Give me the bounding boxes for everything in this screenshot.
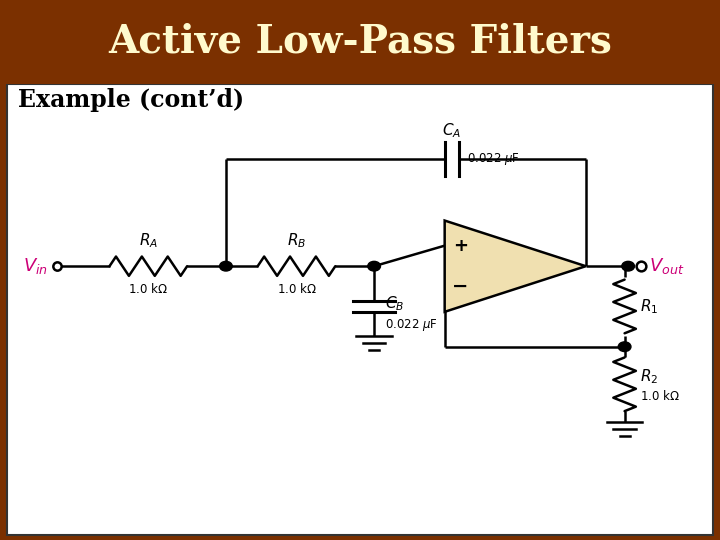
Text: Example (cont’d): Example (cont’d)	[18, 88, 244, 112]
Text: $1.0\ \mathrm{k\Omega}$: $1.0\ \mathrm{k\Omega}$	[640, 389, 680, 403]
Text: +: +	[453, 237, 468, 255]
Text: $V_{out}$: $V_{out}$	[649, 256, 685, 276]
Text: $R_A$: $R_A$	[139, 231, 158, 250]
Circle shape	[368, 261, 380, 271]
Polygon shape	[445, 220, 586, 312]
Text: −: −	[452, 277, 469, 296]
Text: $R_2$: $R_2$	[640, 367, 658, 386]
Text: Active Low-Pass Filters: Active Low-Pass Filters	[108, 23, 612, 61]
Text: $0.022\ \mu\mathrm{F}$: $0.022\ \mu\mathrm{F}$	[467, 151, 520, 167]
Text: $C_A$: $C_A$	[442, 122, 462, 140]
Text: $C_B$: $C_B$	[384, 294, 404, 313]
Circle shape	[618, 342, 631, 352]
Text: $V_{in}$: $V_{in}$	[23, 256, 48, 276]
Text: $1.0\ \mathrm{k\Omega}$: $1.0\ \mathrm{k\Omega}$	[276, 282, 317, 296]
Text: $R_1$: $R_1$	[640, 297, 658, 316]
Text: $R_B$: $R_B$	[287, 231, 306, 250]
Text: $1.0\ \mathrm{k\Omega}$: $1.0\ \mathrm{k\Omega}$	[128, 282, 168, 296]
Circle shape	[220, 261, 233, 271]
Text: $0.022\ \mu\mathrm{F}$: $0.022\ \mu\mathrm{F}$	[384, 317, 438, 333]
Circle shape	[622, 261, 634, 271]
